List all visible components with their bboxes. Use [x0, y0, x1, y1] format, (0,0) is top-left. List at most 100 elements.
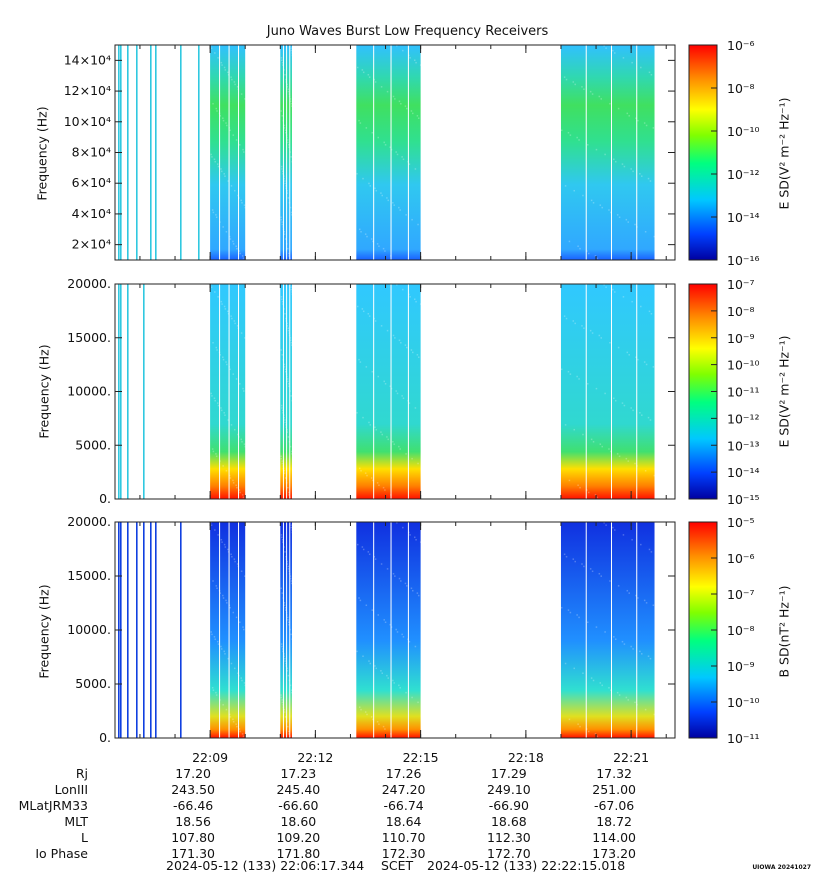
bottom-speckle [223, 543, 226, 546]
top-colorbar [688, 44, 718, 261]
bottom-speckle [358, 597, 360, 599]
bottom-speckle [287, 619, 289, 621]
bottom-colorbar-tick-label: 10⁻⁶ [727, 551, 755, 566]
top-speckle [281, 223, 284, 226]
top-speckle [232, 240, 234, 243]
top-speckle [212, 102, 214, 105]
middle-speckle [569, 373, 572, 375]
middle-speckle [404, 344, 407, 346]
bottom-speckle [362, 655, 364, 657]
ephemeris-row-label: MLT [64, 814, 88, 829]
bottom-speckle [240, 570, 243, 573]
bottom-speckle [614, 529, 616, 531]
top-speckle [288, 252, 290, 255]
top-data-block-1 [210, 45, 246, 260]
bottom-speckle [392, 572, 395, 575]
middle-speckle [216, 349, 218, 351]
middle-speckle [612, 288, 614, 291]
top-speckle [395, 151, 397, 153]
bottom-speckle [632, 648, 634, 650]
middle-speckle [387, 438, 389, 441]
middle-speckle [241, 494, 244, 496]
top-speckle [362, 177, 364, 180]
top-speckle [598, 95, 601, 98]
bottom-speckle [590, 677, 593, 679]
bottom-speckle [371, 609, 374, 611]
middle-speckle [222, 358, 225, 361]
top-speckle [291, 160, 293, 163]
top-speckle [234, 83, 236, 86]
middle-speckle [386, 329, 389, 332]
middle-speckle [290, 286, 292, 288]
bottom-speckle [368, 660, 370, 662]
middle-speckle [291, 291, 293, 293]
middle-speckle [212, 450, 215, 453]
bottom-speckle [389, 623, 391, 626]
top-speckle [284, 238, 287, 240]
bottom-speckle [287, 565, 290, 568]
top-speckle [212, 211, 215, 214]
middle-speckle [291, 344, 293, 346]
middle-speckle [416, 354, 419, 356]
middle-speckle [288, 494, 290, 496]
bottom-spectrum-column [127, 522, 129, 738]
middle-speckle [587, 383, 589, 385]
top-speckle [625, 218, 628, 221]
top-speckle [236, 86, 239, 88]
top-speckle [599, 204, 602, 206]
ephemeris-value: 17.20 [175, 766, 211, 781]
top-speckle [393, 204, 395, 206]
bottom-speckle [220, 645, 222, 648]
middle-speckle [237, 433, 239, 436]
middle-speckle [370, 477, 373, 479]
middle-speckle [287, 327, 290, 329]
top-speckle [284, 180, 286, 182]
middle-speckle [576, 375, 578, 378]
middle-speckle [220, 300, 223, 303]
top-speckle [243, 151, 245, 153]
middle-speckle [214, 291, 216, 293]
bottom-speckle [399, 687, 401, 689]
middle-speckle [284, 421, 286, 424]
top-spectrum-column [180, 45, 182, 260]
top-speckle [640, 66, 642, 69]
middle-ylabel: Frequency (Hz) [36, 344, 52, 439]
middle-speckle [281, 460, 283, 462]
ephemeris-value: 110.70 [381, 830, 426, 845]
middle-speckle [362, 310, 365, 313]
middle-speckle [645, 363, 648, 366]
middle-speckle [372, 479, 374, 482]
middle-speckle [235, 378, 238, 380]
top-speckle [286, 192, 289, 194]
ephemeris-value: 17.29 [490, 766, 527, 781]
top-speckle [286, 86, 289, 88]
bottom-speckle [290, 526, 293, 529]
middle-speckle [211, 448, 214, 450]
bottom-colorbar-tick-label: 10⁻¹¹ [727, 731, 760, 746]
top-speckle [587, 144, 589, 146]
ephemeris-value: 172.30 [381, 846, 426, 861]
bottom-speckle [419, 541, 422, 543]
top-speckle [285, 78, 287, 81]
top-speckle [631, 61, 633, 64]
bottom-colorbar-label: B SD(nT² Hz⁻¹) [776, 585, 792, 678]
bottom-speckle [227, 548, 229, 551]
middle-speckle [634, 462, 636, 465]
top-speckle [356, 173, 358, 175]
bottom-speckle [216, 640, 219, 643]
top-speckle [280, 110, 282, 112]
ephemeris-value: 109.20 [276, 830, 321, 845]
middle-speckle [281, 298, 283, 300]
bottom-speckle [228, 713, 231, 716]
bottom-speckle [595, 626, 598, 628]
bottom-speckle [281, 699, 283, 701]
middle-speckle [573, 428, 576, 431]
ephemeris-value: 172.70 [487, 846, 531, 861]
top-speckle [364, 233, 367, 235]
middle-speckle [230, 315, 232, 317]
middle-speckle [223, 412, 225, 414]
bottom-speckle [243, 682, 246, 684]
bottom-speckle [217, 534, 219, 536]
top-speckle [617, 107, 620, 110]
